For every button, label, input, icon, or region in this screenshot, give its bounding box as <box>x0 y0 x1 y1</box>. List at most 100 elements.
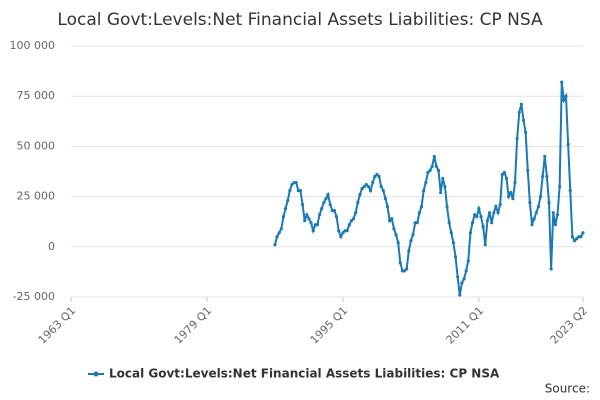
data-point <box>428 168 432 173</box>
data-point <box>541 174 545 179</box>
data-point <box>409 239 413 243</box>
data-point <box>426 170 430 175</box>
data-point <box>375 172 379 177</box>
data-point <box>549 267 553 271</box>
data-point <box>485 219 489 223</box>
data-point <box>481 225 485 229</box>
data-point <box>513 180 517 185</box>
y-tick-label: 50 000 <box>17 139 56 152</box>
data-point <box>456 275 460 279</box>
data-point <box>509 190 513 195</box>
data-point <box>564 94 568 98</box>
data-point <box>334 215 339 219</box>
y-tick-label: -25 000 <box>13 290 55 303</box>
data-point <box>460 281 464 285</box>
data-point <box>347 223 351 227</box>
data-point <box>436 168 441 173</box>
legend-label: Local Govt:Levels:Net Financial Assets L… <box>109 367 500 381</box>
data-point <box>500 172 504 177</box>
data-point <box>366 184 371 189</box>
data-point <box>524 130 528 134</box>
data-point <box>579 235 583 239</box>
data-point <box>373 174 377 179</box>
data-point <box>526 168 530 173</box>
data-point <box>547 201 551 205</box>
data-point <box>288 188 292 193</box>
data-point <box>575 237 579 241</box>
data-point <box>356 201 360 205</box>
data-point <box>381 188 385 193</box>
data-point <box>443 184 447 189</box>
y-tick-label: 0 <box>48 240 55 253</box>
data-point <box>402 269 407 273</box>
data-point <box>449 231 453 235</box>
data-point <box>568 188 572 193</box>
data-point <box>326 192 330 197</box>
data-point <box>411 233 415 237</box>
data-point <box>521 118 526 122</box>
data-point <box>545 174 549 179</box>
data-point <box>364 182 368 187</box>
data-point <box>368 188 373 193</box>
data-point <box>462 277 466 281</box>
data-point <box>424 180 428 185</box>
data-point <box>273 243 277 247</box>
data-point <box>502 170 506 175</box>
data-point <box>419 205 424 209</box>
data-point <box>358 192 362 197</box>
data-point <box>379 184 383 189</box>
data-point <box>487 211 492 215</box>
data-point <box>324 197 328 201</box>
data-point <box>479 215 483 219</box>
data-point <box>477 207 481 211</box>
data-point <box>536 205 540 209</box>
data-point <box>396 241 400 245</box>
data-point <box>351 217 356 221</box>
data-point <box>458 293 462 297</box>
data-point <box>490 221 494 225</box>
data-point <box>283 207 288 211</box>
data-point <box>507 195 511 199</box>
data-point <box>394 233 398 237</box>
y-tick-label: 75 000 <box>17 89 56 102</box>
data-point <box>337 229 341 233</box>
data-point <box>405 267 409 271</box>
chart-title: Local Govt:Levels:Net Financial Assets L… <box>57 10 543 30</box>
data-point <box>581 231 585 235</box>
data-point <box>300 203 305 207</box>
data-point <box>560 80 564 84</box>
data-point <box>341 231 345 235</box>
data-point <box>453 255 458 259</box>
data-point <box>439 190 443 195</box>
x-tick-label: 2011 Q1 <box>444 304 487 347</box>
data-point <box>528 201 532 205</box>
data-point <box>432 154 436 159</box>
data-point <box>498 203 502 207</box>
data-point <box>538 195 543 199</box>
data-point <box>388 219 392 223</box>
data-point <box>345 229 349 233</box>
data-point <box>555 213 560 217</box>
data-point <box>447 221 451 225</box>
data-point <box>519 102 523 106</box>
data-point <box>307 217 311 221</box>
data-point <box>377 174 381 179</box>
data-point <box>566 142 570 146</box>
data-point <box>398 261 402 265</box>
data-point <box>466 259 470 263</box>
data-point <box>407 249 411 253</box>
data-point <box>298 188 303 193</box>
data-point <box>415 221 419 225</box>
data-point <box>305 213 309 217</box>
data-point <box>315 223 320 227</box>
data-point <box>279 227 283 231</box>
data-point <box>494 205 498 209</box>
data-point <box>572 239 577 243</box>
data-point <box>515 136 519 140</box>
x-tick-label: 1995 Q1 <box>308 304 351 347</box>
x-tick-label: 2023 Q2 <box>548 304 591 347</box>
data-point <box>570 235 574 239</box>
data-point <box>417 211 422 215</box>
data-point <box>290 182 294 187</box>
